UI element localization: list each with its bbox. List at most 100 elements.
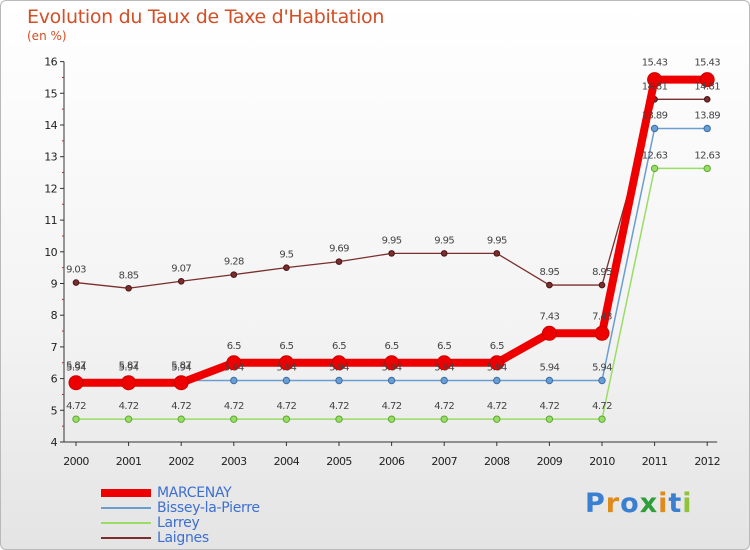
- x-tick-label: 2004: [274, 455, 300, 468]
- point-marcenay: [121, 375, 137, 391]
- point-bissey-la-pierre: [387, 376, 396, 385]
- x-tick-label: 2003: [221, 455, 247, 468]
- y-tick-label: 4: [51, 436, 58, 449]
- legend-item-laignes: Laignes: [101, 530, 260, 546]
- data-label-marcenay: 6.5: [279, 341, 293, 352]
- legend-label-bissey-la-pierre: Bissey-la-Pierre: [157, 499, 260, 516]
- legend-label-larrey: Larrey: [157, 514, 200, 531]
- legend-swatch-bissey-la-pierre: [101, 506, 151, 509]
- x-tick-label: 2009: [537, 455, 563, 468]
- point-larrey: [124, 415, 133, 423]
- data-label-bissey-la-pierre: 13.89: [694, 110, 720, 121]
- point-marcenay: [489, 355, 505, 371]
- x-tick-label: 2011: [642, 455, 668, 468]
- data-label-larrey: 4.72: [592, 401, 612, 412]
- data-label-marcenay: 7.43: [539, 311, 559, 322]
- point-larrey: [703, 164, 711, 173]
- data-labels-layer: 5.87 5.87 5.87 6.5 6.5 6.5 6.5 6.5 6.5 7.43 7.43 15…: [66, 58, 721, 413]
- series-layer: [68, 72, 715, 423]
- data-label-bissey-la-pierre: 13.89: [642, 110, 668, 121]
- proxiti-logo: Proxiti: [585, 488, 693, 519]
- data-label-bissey-la-pierre: 5.94: [66, 363, 86, 374]
- data-label-larrey: 4.72: [329, 401, 349, 412]
- point-laignes: [546, 281, 553, 289]
- point-laignes: [388, 250, 395, 257]
- x-tick-label: 2006: [379, 455, 405, 468]
- proxiti-logo-letter: i: [658, 488, 669, 519]
- legend-item-bissey-la-pierre: Bissey-la-Pierre: [101, 499, 260, 516]
- data-label-laignes: 14.81: [694, 81, 720, 92]
- x-tick-label: 2010: [589, 455, 615, 468]
- point-marcenay: [594, 325, 610, 341]
- data-label-larrey: 4.72: [119, 401, 139, 412]
- data-label-laignes: 8.85: [119, 270, 139, 281]
- data-label-laignes: 9.28: [224, 257, 244, 268]
- legend-swatch-larrey: [101, 521, 151, 524]
- y-tick-label: 13: [44, 151, 57, 164]
- data-label-laignes: 9.95: [382, 235, 402, 246]
- data-label-bissey-la-pierre: 5.94: [276, 363, 296, 374]
- series-line-marcenay: [76, 75, 708, 387]
- point-marcenay: [331, 355, 347, 371]
- point-bissey-la-pierre: [230, 376, 238, 385]
- proxiti-logo-letter: i: [682, 488, 693, 519]
- data-label-marcenay: 6.5: [332, 341, 346, 352]
- series-line-laignes: [75, 98, 708, 289]
- data-label-marcenay: 5.87: [66, 361, 86, 372]
- data-label-laignes: 9.95: [434, 235, 454, 246]
- x-tick-label: 2008: [484, 455, 510, 468]
- data-label-larrey: 4.72: [434, 401, 454, 412]
- data-label-marcenay: 5.87: [171, 361, 191, 372]
- point-laignes: [177, 277, 185, 285]
- proxiti-logo-letter: t: [668, 488, 683, 519]
- point-larrey: [598, 415, 606, 423]
- point-laignes: [72, 279, 80, 286]
- data-label-laignes: 14.81: [642, 81, 668, 92]
- point-laignes: [703, 96, 711, 103]
- point-bissey-la-pierre: [282, 376, 291, 385]
- x-tick-label: 2005: [326, 455, 352, 468]
- data-label-laignes: 9.95: [487, 235, 507, 246]
- proxiti-logo-letter: r: [605, 488, 621, 519]
- data-label-marcenay: 7.43: [592, 311, 612, 322]
- point-laignes: [283, 264, 290, 271]
- data-label-bissey-la-pierre: 5.94: [539, 363, 559, 374]
- data-label-marcenay: 6.5: [227, 341, 241, 352]
- point-larrey: [545, 415, 554, 423]
- point-marcenay: [647, 72, 663, 88]
- y-axis-label: (en %): [27, 29, 67, 43]
- data-label-bissey-la-pierre: 5.94: [171, 363, 191, 374]
- x-tick-label: 2001: [116, 455, 142, 468]
- x-tick-label: 2000: [63, 455, 89, 468]
- x-tick-label: 2002: [168, 455, 194, 468]
- data-label-bissey-la-pierre: 5.94: [382, 363, 402, 374]
- point-marcenay: [68, 375, 84, 391]
- data-label-laignes: 9.69: [329, 244, 349, 255]
- legend-swatch-laignes: [101, 536, 151, 539]
- y-tick-label: 11: [44, 214, 57, 227]
- chart-title: Evolution du Taux de Taxe d'Habitation: [27, 6, 385, 28]
- proxiti-logo-letter: x: [639, 488, 659, 519]
- data-label-marcenay: 15.43: [694, 58, 720, 69]
- point-bissey-la-pierre: [703, 124, 711, 133]
- y-tick-label: 15: [44, 87, 57, 100]
- proxiti-logo-letter: o: [620, 488, 640, 519]
- data-label-bissey-la-pierre: 5.94: [487, 363, 507, 374]
- point-larrey: [230, 415, 238, 423]
- point-laignes: [598, 281, 606, 289]
- legend-label-marcenay: MARCENAY: [157, 484, 232, 501]
- x-tick-label: 2007: [431, 455, 457, 468]
- point-larrey: [440, 415, 448, 423]
- point-marcenay: [699, 72, 715, 88]
- data-label-bissey-la-pierre: 5.94: [119, 363, 139, 374]
- data-label-larrey: 4.72: [382, 401, 402, 412]
- point-marcenay: [226, 355, 242, 371]
- data-label-laignes: 8.95: [592, 267, 612, 278]
- data-label-laignes: 9.07: [171, 263, 191, 274]
- point-laignes: [230, 271, 238, 278]
- y-tick-label: 5: [51, 404, 58, 417]
- data-label-marcenay: 6.5: [437, 341, 451, 352]
- y-tick-label: 10: [44, 246, 57, 259]
